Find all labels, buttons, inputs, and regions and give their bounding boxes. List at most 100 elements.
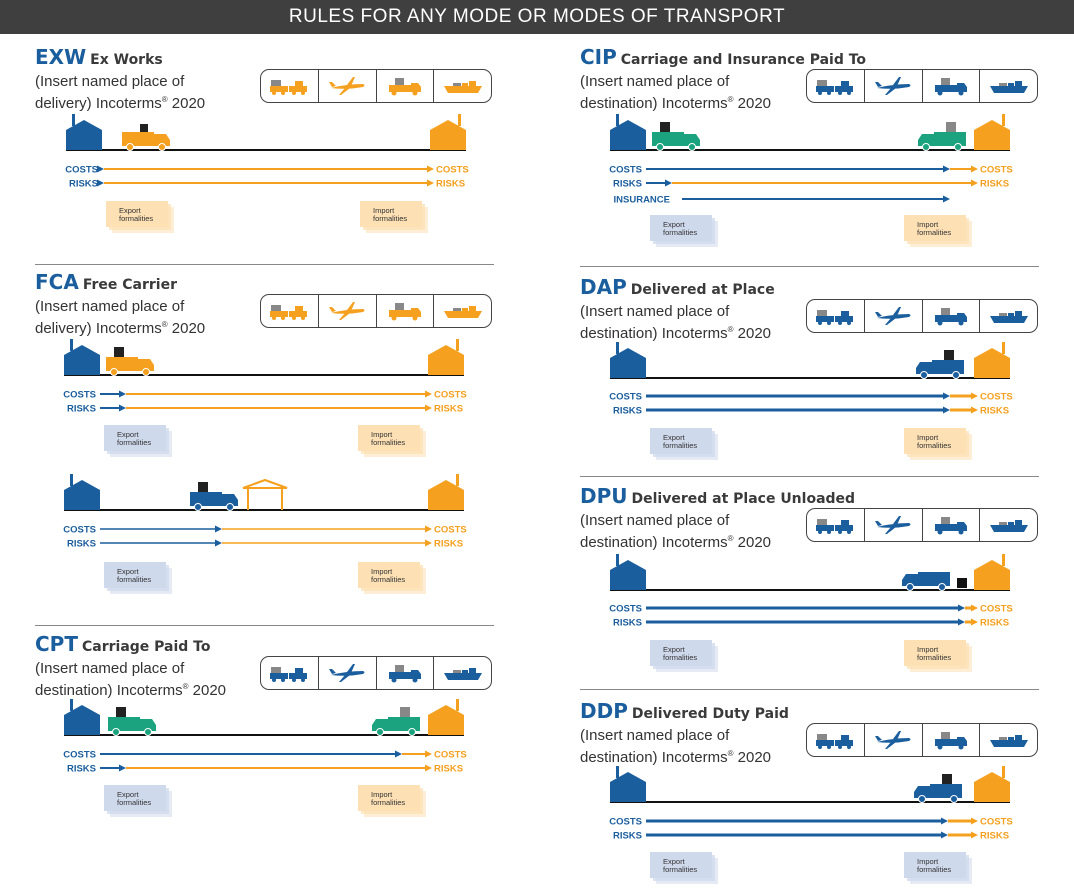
rule-dpu-header: DPU Delivered at Place Unloaded (Insert n… [580, 484, 1040, 554]
truck-icon [106, 347, 154, 376]
arrow-head [395, 750, 402, 758]
arrow-head [665, 179, 672, 187]
arrow-head [941, 831, 948, 839]
warehouse-icon [610, 766, 646, 802]
formalities-label-1: Export [119, 206, 142, 215]
formalities-label-2: formalities [117, 438, 151, 447]
costs-label-buyer: COSTS [436, 165, 469, 176]
truck-icon [923, 724, 981, 756]
ship-icon [434, 70, 491, 102]
warehouse-icon [974, 342, 1010, 378]
costs-label-seller: COSTS [609, 817, 642, 828]
rule-fca-header: FCA Free Carrier (Insert named place of de… [35, 270, 495, 340]
formalities-label-1: Export [117, 430, 140, 439]
arrow-head [971, 604, 978, 612]
formalities-label-2: formalities [917, 441, 951, 450]
arrow-head [425, 539, 432, 547]
ship-icon [980, 70, 1037, 102]
arrow-head [97, 165, 104, 173]
warehouse-icon [430, 114, 466, 150]
rule-code: FCA [35, 270, 79, 294]
risks-label-buyer: RISKS [434, 539, 463, 550]
warehouse-icon [66, 114, 102, 150]
formalities-label-2: formalities [117, 575, 151, 584]
arrow-head [215, 539, 222, 547]
rule-code: CPT [35, 632, 78, 656]
arrow-head [425, 404, 432, 412]
formalities-label-2: formalities [663, 228, 697, 237]
risks-label-buyer: RISKS [436, 179, 465, 190]
costs-label-buyer: COSTS [434, 390, 467, 401]
warehouse-icon [428, 339, 464, 375]
arrow-head [943, 392, 950, 400]
section-divider [580, 476, 1039, 477]
transport-modes [806, 69, 1038, 103]
formalities-label-2: formalities [663, 865, 697, 874]
warehouse-icon [428, 699, 464, 735]
formalities-label-1: Export [663, 220, 686, 229]
arrow-head [119, 404, 126, 412]
airplane-icon [865, 724, 923, 756]
arrow-head [427, 165, 434, 173]
airplane-icon [319, 657, 377, 689]
costs-label-seller: COSTS [609, 604, 642, 615]
truck-icon [377, 70, 435, 102]
arrow-head [119, 390, 126, 398]
risks-label-seller: RISKS [67, 539, 96, 550]
formalities-label-1: Export [663, 857, 686, 866]
ship-icon [980, 509, 1037, 541]
truck-icon [190, 482, 238, 511]
rail-road-icon [261, 657, 319, 689]
risks-label-seller: RISKS [613, 831, 642, 842]
arrow-head [971, 406, 978, 414]
rule-name: Ex Works [90, 52, 163, 68]
risks-label-seller: RISKS [69, 179, 98, 190]
ship-icon [980, 724, 1037, 756]
risks-label-seller: RISKS [67, 404, 96, 415]
risks-label-seller: RISKS [67, 764, 96, 775]
arrow-head [425, 390, 432, 398]
warehouse-icon [428, 474, 464, 510]
transport-modes [806, 723, 1038, 757]
rule-code: DAP [580, 275, 627, 299]
formalities-label-2: formalities [117, 798, 151, 807]
truck-icon [377, 295, 435, 327]
formalities-label-2: formalities [663, 653, 697, 662]
formalities-label-1: Export [663, 645, 686, 654]
transport-modes [806, 299, 1038, 333]
costs-label-seller: COSTS [63, 750, 96, 761]
rule-place-text: (Insert named place of delivery) Incoterm… [35, 73, 206, 112]
transport-modes [806, 508, 1038, 542]
arrow-head [425, 750, 432, 758]
rule-place-text: (Insert named place of destination) Incot… [580, 303, 772, 342]
formalities-label-1: Import [917, 220, 939, 229]
costs-label-seller: COSTS [65, 165, 98, 176]
rule-cpt-header: CPT Carriage Paid To (Insert named place … [35, 632, 495, 702]
truck-icon [652, 122, 700, 151]
formalities-label-1: Import [917, 857, 939, 866]
arrow-head [958, 618, 965, 626]
risks-label-seller: RISKS [613, 179, 642, 190]
risks-label-buyer: RISKS [980, 406, 1009, 417]
airplane-icon [865, 509, 923, 541]
truck-icon [918, 122, 966, 151]
rail-road-icon [807, 300, 865, 332]
cargo-box-icon [957, 578, 967, 588]
rule-code: DDP [580, 699, 628, 723]
arrow-head [119, 764, 126, 772]
rule-ddp-header: DDP Delivered Duty Paid (Insert named pla… [580, 699, 1040, 769]
formalities-label-2: formalities [371, 575, 405, 584]
costs-label-seller: COSTS [63, 390, 96, 401]
rule-place-text: (Insert named place of delivery) Incoterm… [35, 298, 206, 337]
arrow-head [215, 525, 222, 533]
formalities-label-2: formalities [371, 438, 405, 447]
warehouse-icon [64, 339, 100, 375]
warehouse-icon [64, 699, 100, 735]
